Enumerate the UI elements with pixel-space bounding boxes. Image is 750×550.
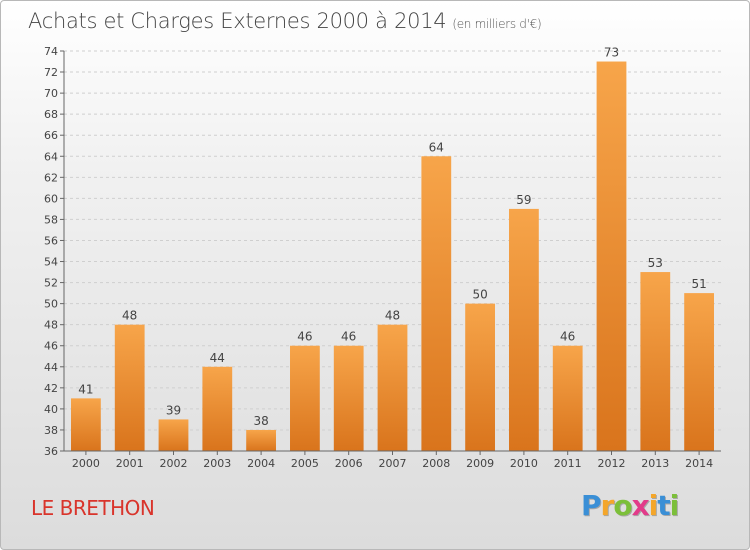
bar-value-label: 46 [297,330,312,344]
logo-letter: o [613,489,632,522]
x-tick-label: 2013 [641,457,669,470]
y-tick-label: 48 [44,319,58,332]
y-tick-label: 44 [44,361,58,374]
y-tick-label: 58 [44,213,58,226]
bar [509,208,539,451]
bar [465,303,495,451]
bar [640,272,671,451]
y-tick-label: 46 [44,340,58,353]
y-tick-label: 42 [44,382,58,395]
x-tick-label: 2011 [554,457,582,470]
x-tick-label: 2005 [291,457,319,470]
x-tick-label: 2004 [247,457,275,470]
bar-value-label: 46 [341,330,356,344]
logo-letter: t [657,489,670,522]
x-tick-label: 2006 [335,457,363,470]
bar [290,345,320,451]
bar [421,156,452,451]
bar-value-label: 48 [385,309,400,323]
x-tick-label: 2003 [203,457,231,470]
axes: 36 38 40 42 44 46 48 50 52 54 56 58 60 62 64 66 68 70 72 74… [44,45,721,470]
chart-title-text: Achats et Charges Externes 2000 à 2014 [28,9,447,33]
chart-unit-note: (en milliers d'€) [452,17,542,31]
logo-letter: P [581,489,602,522]
bar-value-label: 73 [604,46,619,60]
y-tick-label: 64 [44,150,58,163]
bars: 41 48 39 44 38 46 46 48 64 50 59 46 73 53 51 [71,46,714,452]
y-tick-label: 72 [44,66,58,79]
y-tick-label: 74 [44,45,58,58]
bar [684,293,714,451]
x-tick-label: 2010 [510,457,538,470]
bar [552,345,583,451]
bar-value-label: 53 [648,256,663,270]
bar-value-label: 48 [122,309,137,323]
bar [202,366,233,451]
y-tick-label: 40 [44,403,58,416]
bar-value-label: 38 [253,414,268,428]
x-tick-label: 2001 [116,457,144,470]
y-tick-label: 50 [44,298,58,311]
proxiti-logo: Proxiti [581,489,680,522]
y-tick-label: 62 [44,171,58,184]
bar [377,324,408,451]
bar-value-label: 51 [691,277,706,291]
logo-letter: i [648,489,659,522]
bar [246,429,276,451]
y-tick-label: 38 [44,424,58,437]
x-tick-label: 2007 [379,457,407,470]
bar [114,324,145,451]
bar-value-label: 59 [516,193,531,207]
x-tick-label: 2009 [466,457,494,470]
x-tick-label: 2002 [160,457,188,470]
x-tick-label: 2012 [598,457,626,470]
y-tick-label: 56 [44,234,58,247]
y-tick-label: 36 [44,445,58,458]
bar-value-label: 39 [166,403,181,417]
commune-name: LE BRETHON [31,496,155,520]
bar-value-label: 44 [210,351,225,365]
y-tick-label: 66 [44,129,58,142]
bar [333,345,364,451]
x-tick-label: 2008 [422,457,450,470]
y-tick-label: 68 [44,108,58,121]
y-tick-label: 54 [44,256,58,269]
bar-value-label: 64 [429,140,444,154]
logo-letter: i [669,489,680,522]
logo-letter: r [600,489,615,522]
bar-value-label: 50 [472,288,487,302]
bar-value-label: 46 [560,330,575,344]
y-tick-label: 60 [44,192,58,205]
x-tick-label: 2014 [685,457,713,470]
bar [596,61,627,452]
logo-letter: x [631,489,650,522]
x-tick-label: 2000 [72,457,100,470]
bar [158,419,189,451]
y-tick-label: 52 [44,277,58,290]
bar-value-label: 41 [78,382,93,396]
bar [71,398,101,451]
chart-title: Achats et Charges Externes 2000 à 2014 (e… [28,9,542,33]
y-tick-label: 70 [44,87,58,100]
